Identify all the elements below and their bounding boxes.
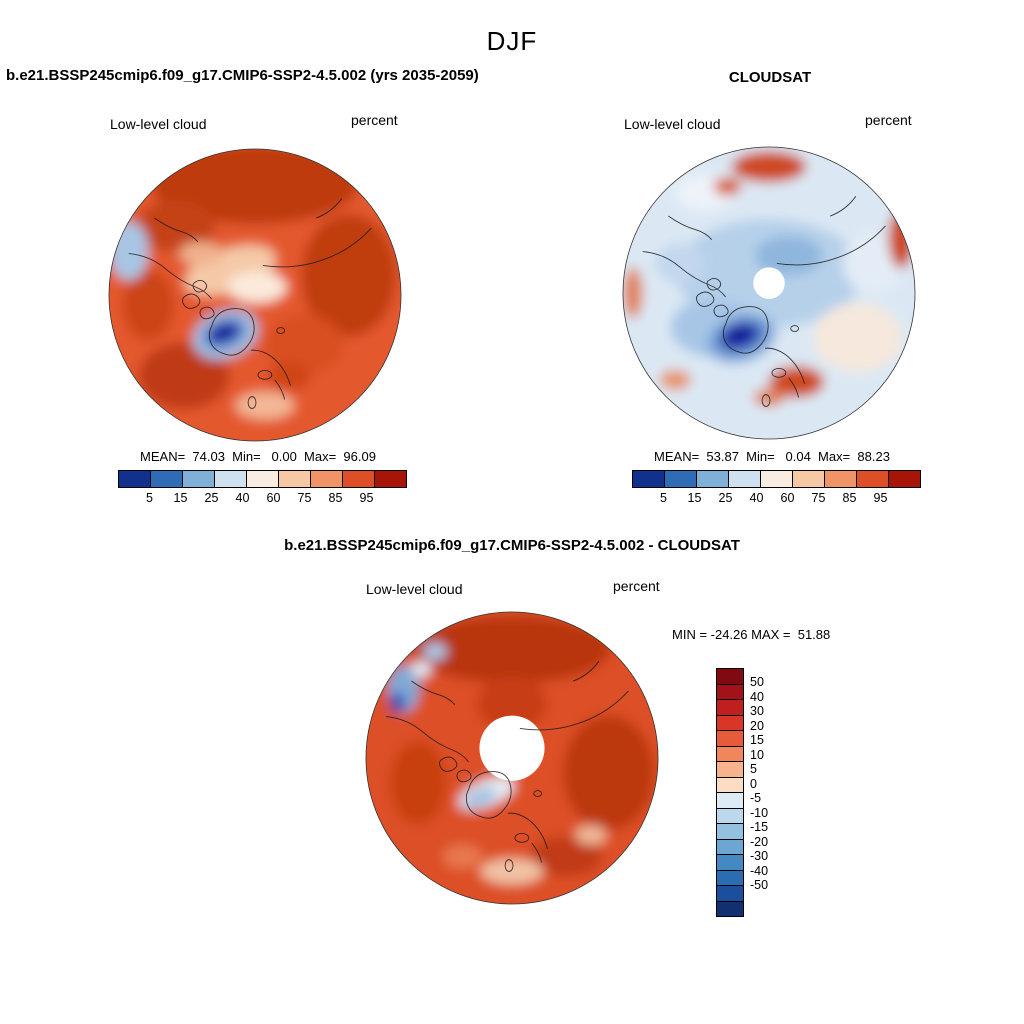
colorbar-swatch bbox=[279, 471, 311, 487]
colorbar-tick-label: 5 bbox=[660, 491, 667, 505]
colorbar-swatch bbox=[717, 669, 743, 685]
diff-units-label: percent bbox=[613, 578, 660, 594]
diff-colorbar-ticks: 50 40 30 20 15 10 5 0 -5 -10 -15 -20 -30 -40 -50 bbox=[750, 668, 768, 893]
colorbar-tick-label: 40 bbox=[749, 491, 764, 505]
colorbar-swatch bbox=[857, 471, 889, 487]
colorbar-swatch bbox=[717, 870, 743, 886]
colorbar-swatch bbox=[343, 471, 375, 487]
colorbar-tick-label: 95 bbox=[359, 491, 374, 505]
map-boundary bbox=[365, 611, 659, 905]
colorbar-tick-label: 20 bbox=[750, 718, 764, 733]
colorbar-swatch bbox=[183, 471, 215, 487]
colorbar-swatch bbox=[761, 471, 793, 487]
colorbar-tick-label: -10 bbox=[750, 805, 769, 820]
colorbar-swatch bbox=[825, 471, 857, 487]
colorbar-tick-label: 85 bbox=[842, 491, 857, 505]
obs-stats: MEAN= 53.87 Min= 0.04 Max= 88.23 bbox=[654, 449, 890, 464]
colorbar-swatch bbox=[717, 886, 743, 902]
model-units-label: percent bbox=[351, 112, 398, 128]
colorbar-tick-label: 75 bbox=[811, 491, 826, 505]
colorbar-tick-label: -30 bbox=[750, 849, 769, 863]
colorbar-swatch bbox=[717, 762, 743, 778]
colorbar-swatch bbox=[717, 824, 743, 840]
diff-colorbar bbox=[716, 668, 744, 917]
colorbar-swatch bbox=[717, 855, 743, 871]
model-panel-title: b.e21.BSSP245cmip6.f09_g17.CMIP6-SSP2-4.… bbox=[6, 67, 479, 84]
colorbar-tick-label: -40 bbox=[750, 863, 769, 878]
colorbar-swatch bbox=[633, 471, 665, 487]
diff-minmax: MIN = -24.26 MAX = 51.88 bbox=[672, 627, 831, 642]
colorbar-tick-label: 85 bbox=[328, 491, 343, 505]
model-colorbar bbox=[118, 470, 407, 488]
diff-field-label: Low-level cloud bbox=[366, 581, 463, 597]
colorbar-tick-label: 75 bbox=[297, 491, 312, 505]
colorbar-tick-label: 95 bbox=[873, 491, 888, 505]
obs-map bbox=[622, 146, 916, 440]
colorbar-swatch bbox=[717, 715, 743, 731]
colorbar-swatch bbox=[247, 471, 279, 487]
colorbar-swatch bbox=[215, 471, 247, 487]
model-field-label: Low-level cloud bbox=[110, 116, 207, 132]
colorbar-swatch bbox=[697, 471, 729, 487]
colorbar-tick-label: 50 bbox=[750, 675, 764, 689]
colorbar-swatch bbox=[311, 471, 343, 487]
colorbar-tick-label: 30 bbox=[750, 704, 764, 718]
colorbar-swatch bbox=[151, 471, 183, 487]
colorbar-swatch bbox=[665, 471, 697, 487]
colorbar-tick-label: -20 bbox=[750, 834, 769, 849]
colorbar-tick-label: -15 bbox=[750, 820, 769, 834]
colorbar-swatch bbox=[717, 700, 743, 716]
colorbar-tick-label: -5 bbox=[750, 791, 762, 805]
colorbar-swatch bbox=[717, 793, 743, 809]
colorbar-swatch bbox=[375, 471, 406, 487]
colorbar-swatch bbox=[717, 839, 743, 855]
model-stats: MEAN= 74.03 Min= 0.00 Max= 96.09 bbox=[140, 449, 376, 464]
colorbar-tick-label: 15 bbox=[687, 491, 702, 505]
polar-data-hole bbox=[479, 715, 545, 781]
coastlines-icon bbox=[642, 196, 886, 407]
colorbar-tick-label: 60 bbox=[780, 491, 795, 505]
colorbar-tick-label: 15 bbox=[750, 733, 764, 747]
map-boundary bbox=[108, 148, 402, 442]
colorbar-swatch bbox=[717, 731, 743, 747]
obs-colorbar-ticks: 5 15 25 40 60 75 85 95 bbox=[632, 491, 896, 505]
colorbar-swatch bbox=[717, 901, 743, 916]
colorbar-swatch bbox=[119, 471, 151, 487]
colorbar-swatch bbox=[729, 471, 761, 487]
map-boundary bbox=[622, 146, 916, 440]
coastlines-icon bbox=[385, 661, 629, 872]
obs-panel-title: CLOUDSAT bbox=[728, 69, 812, 86]
colorbar-swatch bbox=[889, 471, 920, 487]
colorbar-swatch bbox=[717, 777, 743, 793]
figure-title: DJF bbox=[486, 26, 538, 56]
colorbar-tick-label: 10 bbox=[750, 747, 764, 762]
colorbar-tick-label: 40 bbox=[235, 491, 250, 505]
diff-map bbox=[365, 611, 659, 905]
polar-data-hole bbox=[753, 267, 785, 299]
colorbar-tick-label: -50 bbox=[750, 878, 769, 892]
colorbar-tick-label: 60 bbox=[266, 491, 281, 505]
model-map-fill bbox=[108, 148, 402, 442]
obs-colorbar bbox=[632, 470, 921, 488]
obs-field-label: Low-level cloud bbox=[624, 116, 721, 132]
diff-panel-title: b.e21.BSSP245cmip6.f09_g17.CMIP6-SSP2-4.… bbox=[284, 537, 740, 554]
colorbar-tick-label: 5 bbox=[750, 762, 757, 776]
obs-units-label: percent bbox=[865, 112, 912, 128]
colorbar-tick-label: 15 bbox=[173, 491, 188, 505]
colorbar-swatch bbox=[717, 808, 743, 824]
coastlines-icon bbox=[128, 198, 372, 409]
model-colorbar-ticks: 5 15 25 40 60 75 85 95 bbox=[118, 491, 382, 505]
colorbar-tick-label: 0 bbox=[750, 776, 757, 791]
colorbar-swatch bbox=[793, 471, 825, 487]
colorbar-tick-label: 25 bbox=[718, 491, 733, 505]
colorbar-tick-label: 40 bbox=[750, 689, 764, 704]
model-map bbox=[108, 148, 402, 442]
colorbar-tick-label: 25 bbox=[204, 491, 219, 505]
diff-map-fill bbox=[365, 611, 659, 905]
colorbar-swatch bbox=[717, 746, 743, 762]
colorbar-swatch bbox=[717, 684, 743, 700]
colorbar-tick-label: 5 bbox=[146, 491, 153, 505]
